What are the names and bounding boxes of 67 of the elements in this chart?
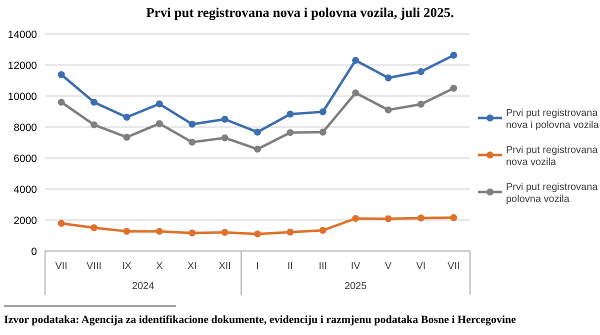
point (286, 129, 294, 136)
point (254, 128, 261, 136)
point (90, 98, 98, 106)
x-tick-label: VI (416, 261, 426, 272)
x-tick-label: X (156, 261, 164, 272)
point (352, 214, 360, 222)
y-tick-label: 14000 (8, 29, 38, 41)
point (188, 230, 196, 237)
text: Izvor podataka: Agencija za identifikacione dokumente, evidenciju i razmjenu podataka Bosne i Hercegovine (4, 314, 516, 326)
point (417, 100, 424, 108)
point (254, 146, 261, 153)
chart-title: Prvi put registrovana nova i polovna vozila, juli 2025. (146, 5, 454, 20)
text: 2024 (132, 281, 155, 292)
x-tick-label: XII (218, 261, 231, 272)
point (384, 215, 392, 222)
x-tick-label: IV (350, 261, 361, 272)
point (450, 84, 458, 92)
y-tick-label: 8000 (14, 122, 38, 134)
point (384, 74, 392, 82)
point (286, 110, 294, 118)
legend-label: Prvi put registrovana nova i polovna vozila (506, 108, 600, 131)
y-tick-label: 10000 (8, 91, 38, 103)
point (90, 121, 98, 128)
point (188, 120, 196, 128)
point (450, 214, 458, 222)
point (417, 214, 424, 222)
x-tick-label: VIII (86, 261, 102, 272)
x-tick-label: V (384, 261, 392, 272)
legend-label: Prvi put registrovana polovna vozila (506, 182, 598, 205)
point (352, 89, 360, 96)
point (156, 120, 163, 128)
point (58, 98, 65, 106)
point (286, 228, 294, 236)
point (123, 228, 130, 235)
point (221, 228, 228, 236)
point (156, 100, 163, 108)
x-tick-label: III (318, 261, 328, 272)
point (221, 116, 228, 123)
point (156, 228, 163, 235)
point (384, 106, 392, 114)
point (221, 134, 228, 142)
point (254, 230, 261, 238)
point (123, 134, 130, 141)
y-tick-label: 2000 (14, 215, 38, 227)
point (319, 128, 326, 136)
x-tick-label: I (256, 261, 259, 272)
point (319, 108, 326, 116)
y-tick-label: 12000 (8, 60, 38, 72)
point (450, 52, 458, 59)
x-tick-label: XI (187, 261, 197, 272)
point (58, 71, 65, 78)
point (90, 224, 98, 232)
y-tick-label: 6000 (14, 153, 38, 165)
x-tick-label: VII (448, 261, 460, 272)
y-tick-label: 0 (31, 246, 38, 258)
text: 2025 (344, 281, 368, 292)
point (417, 68, 424, 76)
x-tick-label: IX (122, 261, 132, 272)
y-tick-label: 4000 (14, 184, 38, 196)
point (188, 138, 196, 146)
point (352, 56, 360, 64)
x-tick-label: II (287, 261, 293, 272)
point (319, 226, 326, 234)
point (123, 114, 130, 121)
x-tick-label: VII (55, 261, 68, 272)
legend-label: Prvi put registrovana nova vozila (506, 145, 598, 168)
point (58, 220, 65, 227)
